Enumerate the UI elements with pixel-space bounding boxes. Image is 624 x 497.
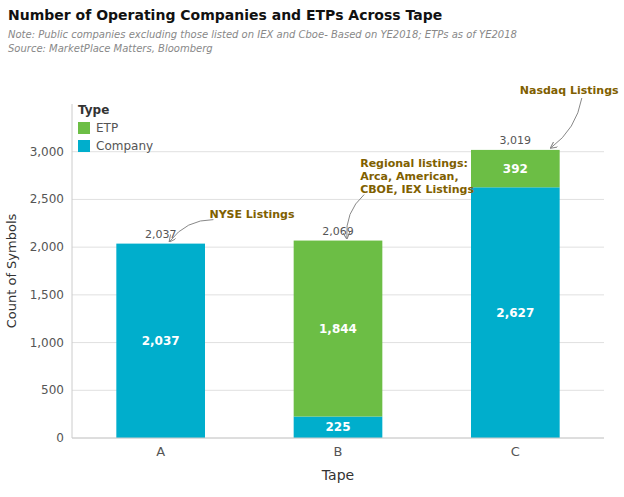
y-tick-label: 0 [56, 431, 64, 445]
annotation-line: CBOE, IEX Listings [360, 183, 474, 196]
legend-swatch [78, 140, 90, 152]
y-axis-label: Count of Symbols [4, 213, 19, 328]
bar-segment [116, 244, 205, 438]
bar-segment [116, 243, 205, 244]
bar-segment [294, 417, 383, 438]
y-tick-label: 3,000 [30, 145, 64, 159]
data-label: 392 [503, 162, 528, 176]
y-tick-label: 2,500 [30, 192, 64, 206]
bar-segment [471, 150, 560, 187]
y-tick-label: 1,000 [30, 336, 64, 350]
legend-swatch [78, 122, 90, 134]
data-label: 225 [325, 420, 350, 434]
y-axis-line [72, 104, 73, 438]
y-tick-label: 2,000 [30, 240, 64, 254]
data-label: 2,627 [496, 306, 534, 320]
note: Note: Public companies excluding those l… [8, 29, 517, 40]
title: Number of Operating Companies and ETPs A… [8, 7, 442, 23]
x-tick-label: C [511, 444, 520, 459]
annotation-line: Nasdaq Listings [520, 84, 619, 97]
total-label: 2,069 [322, 225, 354, 238]
x-axis-line [72, 438, 604, 439]
y-tick-label: 500 [41, 383, 64, 397]
x-axis-label: Tape [321, 467, 354, 483]
bar-segment [471, 187, 560, 438]
x-tick-label: A [156, 444, 165, 459]
y-tick-label: 1,500 [30, 288, 64, 302]
annotation: Regional listings:Arca, American,CBOE, I… [360, 157, 474, 196]
legend-entry: ETP [96, 121, 118, 135]
legend-title: Type [78, 103, 109, 117]
data-label: 2,037 [142, 334, 180, 348]
bars [116, 150, 559, 438]
legend-entry: Company [96, 139, 153, 153]
bar-segment [294, 241, 383, 417]
annotation-line: NYSE Listings [209, 208, 294, 221]
annotation-line: Regional listings: [360, 157, 468, 170]
annotation: NYSE Listings [209, 208, 294, 221]
grid-line [72, 438, 604, 439]
annotation-arrow [347, 195, 365, 239]
x-tick-label: B [334, 444, 343, 459]
total-label: 3,019 [500, 134, 532, 147]
annotation-arrow [551, 98, 582, 148]
annotation-arrow [170, 220, 214, 242]
annotation-line: Arca, American, [360, 170, 458, 183]
data-label: 1,844 [319, 322, 357, 336]
note: Source: MarketPlace Matters, Bloomberg [8, 43, 213, 54]
annotation: Nasdaq Listings [520, 84, 619, 97]
